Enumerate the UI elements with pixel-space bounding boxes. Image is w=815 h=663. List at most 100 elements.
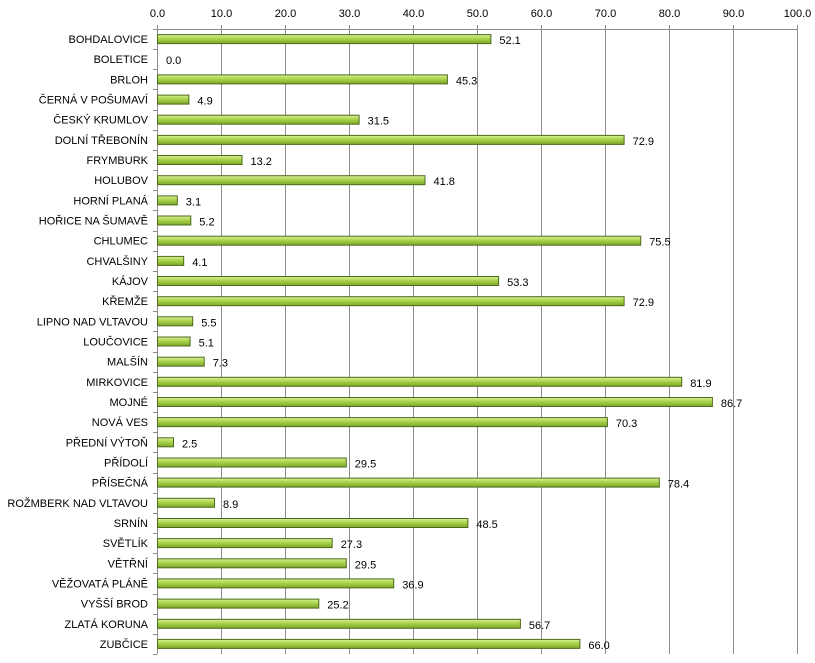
bar bbox=[157, 376, 683, 387]
data-label: 13.2 bbox=[251, 156, 272, 168]
category-label: PŘEDNÍ VÝTOŇ bbox=[66, 436, 148, 449]
data-label: 66.0 bbox=[588, 640, 609, 652]
category-label: SVĚTLÍK bbox=[103, 537, 149, 550]
category-label: HORNÍ PLANÁ bbox=[73, 194, 148, 207]
category-label: VĚŽOVATÁ PLÁNĚ bbox=[52, 577, 148, 590]
bar bbox=[157, 195, 178, 206]
data-label: 86.7 bbox=[721, 398, 742, 410]
category-label: HOŘICE NA ŠUMAVĚ bbox=[39, 215, 148, 228]
data-label: 52.1 bbox=[499, 35, 520, 47]
category-label: MOJNÉ bbox=[110, 396, 149, 409]
x-tick-label: 20.0 bbox=[275, 8, 296, 20]
data-label: 70.3 bbox=[616, 418, 637, 430]
data-label: 75.5 bbox=[649, 237, 670, 249]
category-label: ZLATÁ KORUNA bbox=[64, 618, 148, 631]
data-label: 25.2 bbox=[327, 600, 348, 612]
bar bbox=[157, 114, 360, 125]
bar bbox=[157, 638, 581, 649]
category-label: BOLETICE bbox=[94, 54, 148, 66]
bar bbox=[157, 34, 492, 45]
data-label: 29.5 bbox=[355, 559, 376, 571]
category-label: KŘEMŽE bbox=[102, 295, 148, 308]
category-label: CHVALŠINY bbox=[86, 255, 148, 268]
category-label: BRLOH bbox=[110, 74, 148, 86]
x-tick-label: 70.0 bbox=[595, 8, 616, 20]
bar bbox=[157, 477, 660, 488]
bar bbox=[157, 558, 347, 569]
data-label: 5.5 bbox=[201, 317, 216, 329]
data-label: 36.9 bbox=[402, 579, 423, 591]
category-label: KÁJOV bbox=[112, 275, 149, 288]
category-label: ZUBČICE bbox=[100, 638, 148, 651]
bar bbox=[157, 155, 243, 165]
data-label: 56.7 bbox=[529, 620, 550, 632]
category-label: VĚTŘNÍ bbox=[108, 557, 149, 570]
bar bbox=[157, 578, 395, 589]
x-tick-label: 10.0 bbox=[211, 8, 232, 20]
x-tick-label: 80.0 bbox=[659, 8, 680, 20]
category-label: ROŽMBERK NAD VLTAVOU bbox=[7, 497, 148, 510]
bar bbox=[157, 538, 333, 549]
bar bbox=[157, 235, 642, 246]
bar bbox=[157, 255, 185, 266]
bar bbox=[157, 618, 521, 629]
x-axis-ticks: 0.0 10.0 20.0 30.0 40.0 50.0 60.0 70.0 80.0 90.0 1… bbox=[150, 8, 811, 20]
category-label: SRNÍN bbox=[114, 517, 148, 530]
x-tick-label: 30.0 bbox=[339, 8, 360, 20]
category-label: PŘÍDOLÍ bbox=[104, 456, 149, 469]
category-label: DOLNÍ TŘEBONÍN bbox=[55, 134, 148, 147]
x-tick-label: 0.0 bbox=[150, 8, 165, 20]
data-label: 53.3 bbox=[507, 277, 528, 289]
bar bbox=[157, 316, 194, 327]
category-axis: BOHDALOVICE BOLETICE BRLOH ČERNÁ V POŠUMAVÍ… bbox=[7, 29, 157, 655]
bar bbox=[157, 356, 205, 367]
category-label: PŘÍSEČNÁ bbox=[92, 477, 149, 490]
bar bbox=[157, 457, 347, 468]
category-label: LIPNO NAD VLTAVOU bbox=[37, 316, 148, 328]
data-label: 31.5 bbox=[368, 116, 389, 128]
data-label: 4.1 bbox=[192, 257, 207, 269]
bar bbox=[157, 134, 625, 145]
data-label: 48.5 bbox=[476, 519, 497, 531]
bar bbox=[157, 175, 426, 186]
bar bbox=[157, 397, 713, 407]
bar bbox=[157, 74, 448, 85]
data-label: 72.9 bbox=[633, 136, 654, 148]
data-label: 81.9 bbox=[690, 378, 711, 390]
bar bbox=[157, 296, 625, 307]
bars bbox=[157, 34, 713, 649]
bar bbox=[157, 497, 215, 508]
data-label: 3.1 bbox=[186, 196, 201, 208]
bar bbox=[157, 336, 191, 347]
category-label: ČERNÁ V POŠUMAVÍ bbox=[39, 94, 149, 107]
data-label: 41.8 bbox=[434, 176, 455, 188]
category-label: LOUČOVICE bbox=[83, 336, 148, 349]
gridlines bbox=[157, 25, 798, 654]
bar bbox=[157, 598, 320, 609]
category-label: HOLUBOV bbox=[94, 175, 148, 187]
category-label: FRYMBURK bbox=[86, 155, 148, 167]
bar bbox=[157, 518, 469, 528]
x-tick-label: 50.0 bbox=[467, 8, 488, 20]
bar bbox=[157, 94, 190, 105]
x-tick-label: 90.0 bbox=[723, 8, 744, 20]
category-label: NOVÁ VES bbox=[92, 416, 148, 429]
data-label: 5.1 bbox=[199, 338, 214, 350]
data-label: 0.0 bbox=[166, 55, 181, 67]
bar bbox=[157, 437, 174, 448]
data-labels: 52.1 0.0 45.3 4.9 31.5 72.9 13.2 41.8 3.1 5.2 75.5… bbox=[166, 35, 742, 652]
bar bbox=[157, 417, 608, 428]
category-label: CHLUMEC bbox=[94, 236, 148, 248]
data-label: 4.9 bbox=[197, 96, 212, 108]
category-label: VYŠŠÍ BROD bbox=[81, 598, 148, 611]
x-tick-label: 100.0 bbox=[784, 8, 812, 20]
data-label: 45.3 bbox=[456, 75, 477, 87]
data-label: 78.4 bbox=[668, 479, 689, 491]
bar bbox=[157, 276, 500, 286]
data-label: 7.3 bbox=[213, 358, 228, 370]
bar bbox=[157, 215, 192, 226]
category-label: ČESKÝ KRUMLOV bbox=[53, 114, 148, 127]
category-label: BOHDALOVICE bbox=[69, 34, 148, 46]
x-tick-label: 60.0 bbox=[531, 8, 552, 20]
data-label: 8.9 bbox=[223, 499, 238, 511]
